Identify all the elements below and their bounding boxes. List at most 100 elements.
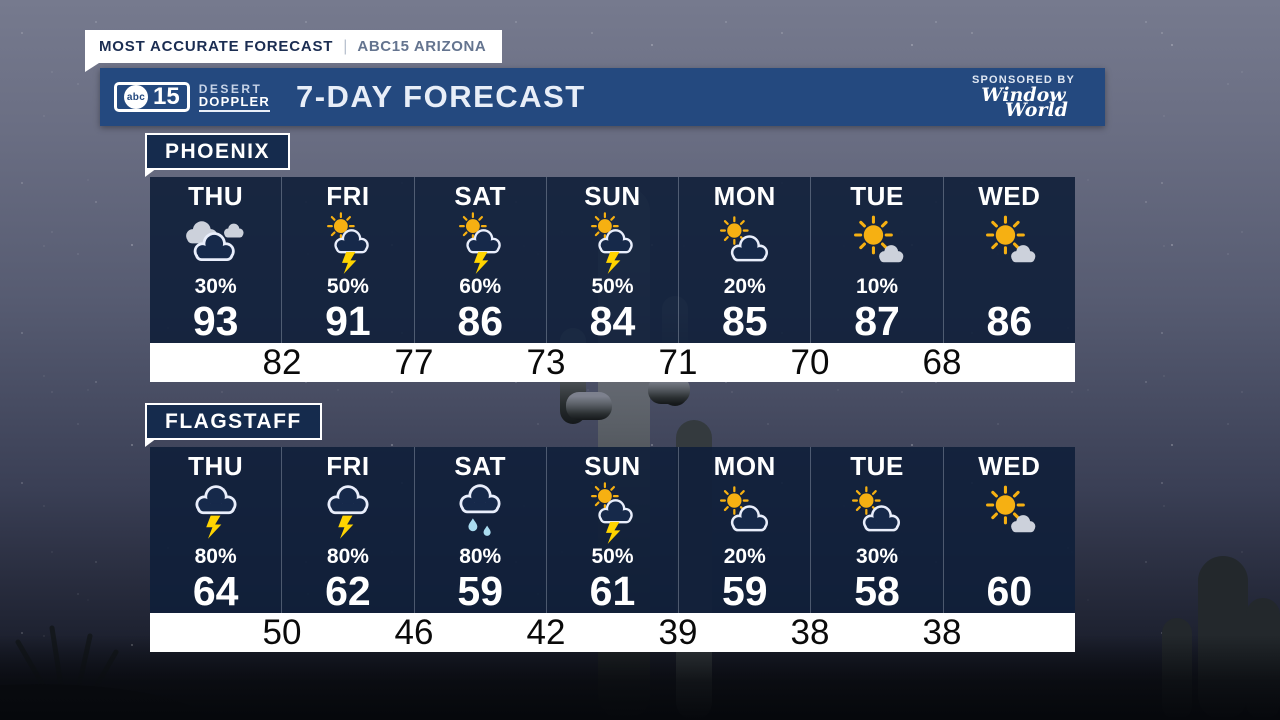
city-name: PHOENIX (165, 139, 271, 163)
sun-cloud-icon (697, 211, 793, 275)
forecast-day-column: WED 60 (942, 447, 1075, 614)
low-temp: 68 (922, 343, 962, 382)
brand-line2: DOPPLER (198, 93, 270, 109)
day-label: FRI (326, 181, 370, 211)
sponsor-block: SPONSORED BY Window World (972, 74, 1075, 121)
forecast-day-column: SUN 50% 61 (545, 447, 678, 614)
precip-chance: 50% (591, 545, 634, 568)
abc15-logo: abc 15 (114, 82, 190, 112)
low-temp: 46 (394, 613, 434, 652)
high-temp: 85 (721, 298, 768, 344)
precip-chance: 30% (856, 545, 899, 568)
precip-chance: 80% (326, 545, 369, 568)
high-temp: 86 (457, 298, 503, 344)
desert-doppler-brand: DESERT DOPPLER (198, 81, 270, 112)
day-label: SUN (584, 451, 641, 481)
high-temp: 64 (192, 568, 239, 614)
precip-chance: 80% (459, 545, 502, 568)
low-temp: 39 (658, 613, 698, 652)
high-temp: 59 (721, 568, 768, 614)
low-temp: 77 (394, 343, 434, 382)
day-label: MON (713, 181, 776, 211)
high-temp: 93 (192, 298, 239, 344)
forecast-day-column: SUN 50% 84 (545, 177, 678, 344)
abc-network-icon: abc (124, 85, 148, 109)
city-name: FLAGSTAFF (165, 409, 302, 433)
cloud-storm-icon (168, 481, 264, 545)
day-label: SAT (454, 181, 506, 211)
low-temp: 82 (262, 343, 302, 382)
cloud-storm-icon (300, 481, 396, 545)
precip-chance: 20% (723, 545, 766, 568)
forecast-day-column: THU 30% 93 (150, 177, 281, 343)
day-label: WED (978, 451, 1041, 481)
high-temp: 84 (589, 298, 636, 344)
forecast-day-column: SAT 80% 59 (413, 447, 546, 614)
forecast-day-column: THU 80% 64 (150, 447, 281, 613)
city-label: FLAGSTAFF (145, 403, 322, 447)
high-temp: 61 (589, 568, 636, 614)
sun-cloud-storm-icon (564, 481, 660, 545)
low-temp: 38 (922, 613, 962, 652)
banner-station-name: ABC15 ARIZONA (357, 38, 487, 55)
low-temp: 38 (790, 613, 830, 652)
high-temp: 87 (854, 298, 900, 344)
day-label: FRI (326, 451, 370, 481)
precip-chance: 60% (459, 275, 502, 298)
precip-chance: 30% (194, 275, 237, 298)
sun-cloud-storm-icon (432, 211, 528, 275)
precip-chance: 20% (723, 275, 766, 298)
day-label: SAT (454, 451, 506, 481)
forecast-day-column: MON 20% 85 (678, 177, 810, 343)
forecast-day-column: WED 86 (942, 177, 1075, 344)
precip-chance: 10% (856, 275, 899, 298)
sun-cloud-storm-icon (300, 211, 396, 275)
day-label: WED (978, 181, 1041, 211)
brand-line1: DESERT (198, 81, 263, 96)
precip-chance: 80% (194, 545, 237, 568)
station-banner: MOST ACCURATE FORECAST | ABC15 ARIZONA (85, 30, 503, 72)
low-temps-band: 82 77 73 71 70 68 (150, 343, 1075, 382)
forecast-day-column: SAT 60% 86 (413, 177, 546, 344)
seven-day-panel: THU 30% 93 FRI 50% 91 SAT 60% 86 SUN 50%… (150, 177, 1075, 343)
sun-graycloud-icon (961, 481, 1057, 545)
high-temp: 58 (854, 568, 900, 614)
low-temps-band: 50 46 42 39 38 38 (150, 613, 1075, 652)
forecast-day-column: TUE 30% 58 (810, 447, 942, 613)
page-title: 7-DAY FORECAST (295, 79, 586, 114)
sponsor-logo: Window World (972, 86, 1075, 121)
day-label: THU (188, 181, 244, 211)
precip-chance: 50% (326, 275, 369, 298)
precip-chance: 50% (591, 275, 634, 298)
low-temp: 50 (262, 613, 302, 652)
day-label: TUE (850, 181, 904, 211)
low-temp: 71 (658, 343, 698, 382)
day-label: THU (188, 451, 244, 481)
seven-day-panel: THU 80% 64 FRI 80% 62 SAT 80% 59 SUN 50%… (150, 447, 1075, 613)
high-temp: 62 (325, 568, 371, 614)
sun-graycloud-icon (961, 211, 1057, 275)
forecast-day-column: FRI 80% 62 (281, 447, 413, 613)
sponsor-name-line2: World (1004, 99, 1068, 121)
forecast-header-bar: abc 15 DESERT DOPPLER 7-DAY FORECAST SPO… (100, 68, 1105, 126)
sun-cloud-icon (829, 481, 925, 545)
high-temp: 59 (457, 568, 503, 614)
banner-tagline: MOST ACCURATE FORECAST (99, 38, 334, 55)
forecast-day-column: MON 20% 59 (678, 447, 810, 613)
day-label: MON (713, 451, 776, 481)
banner-divider: | (343, 37, 348, 55)
cloud-rain-icon (432, 481, 528, 545)
high-temp: 86 (986, 298, 1033, 344)
forecast-day-column: TUE 10% 87 (810, 177, 942, 343)
low-temp: 70 (790, 343, 830, 382)
low-temp: 42 (526, 613, 566, 652)
sun-graycloud-icon (829, 211, 925, 275)
city-label: PHOENIX (145, 133, 291, 177)
high-temp: 91 (325, 298, 371, 344)
high-temp: 60 (986, 568, 1033, 614)
forecast-day-column: FRI 50% 91 (281, 177, 413, 343)
day-label: SUN (584, 181, 641, 211)
low-temp: 73 (526, 343, 566, 382)
channel-number: 15 (153, 83, 180, 110)
cloudy-icon (168, 211, 264, 275)
